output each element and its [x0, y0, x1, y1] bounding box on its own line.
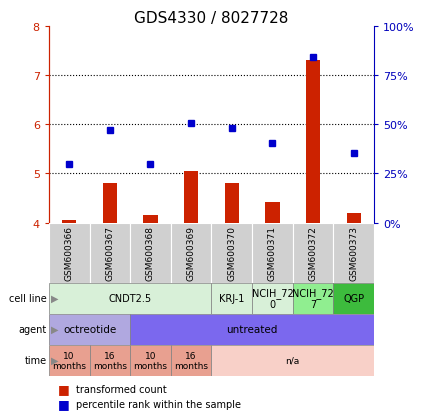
Bar: [90, 345, 130, 376]
Bar: [171, 223, 211, 283]
Bar: [252, 223, 293, 283]
Text: ■: ■: [57, 382, 69, 395]
Text: 16
months: 16 months: [93, 351, 127, 370]
Text: agent: agent: [19, 324, 47, 335]
Bar: [211, 223, 252, 283]
Text: ▶: ▶: [51, 293, 59, 304]
Bar: [211, 283, 252, 314]
Bar: [333, 283, 374, 314]
Bar: [265, 202, 280, 223]
Text: GSM600371: GSM600371: [268, 225, 277, 280]
Text: 10
months: 10 months: [133, 351, 167, 370]
Text: CNDT2.5: CNDT2.5: [109, 293, 152, 304]
Bar: [130, 345, 171, 376]
Text: ▶: ▶: [51, 355, 59, 366]
Text: KRJ-1: KRJ-1: [219, 293, 244, 304]
Text: QGP: QGP: [343, 293, 364, 304]
Text: GSM600370: GSM600370: [227, 225, 236, 280]
Bar: [130, 314, 374, 345]
Text: GSM600366: GSM600366: [65, 225, 74, 280]
Text: n/a: n/a: [286, 356, 300, 365]
Bar: [90, 223, 130, 283]
Text: GSM600373: GSM600373: [349, 225, 358, 280]
Text: GSM600368: GSM600368: [146, 225, 155, 280]
Text: NCIH_72
0: NCIH_72 0: [252, 287, 293, 310]
Bar: [49, 345, 90, 376]
Bar: [130, 223, 171, 283]
Bar: [211, 345, 374, 376]
Bar: [293, 223, 333, 283]
Bar: [171, 345, 211, 376]
Bar: [49, 314, 130, 345]
Text: GSM600369: GSM600369: [187, 225, 196, 280]
Text: cell line: cell line: [9, 293, 47, 304]
Text: NCIH_72
7: NCIH_72 7: [292, 287, 334, 310]
Bar: [143, 216, 158, 223]
Bar: [252, 283, 293, 314]
Text: ■: ■: [57, 397, 69, 410]
Text: ▶: ▶: [51, 324, 59, 335]
Bar: [225, 184, 239, 223]
Title: GDS4330 / 8027728: GDS4330 / 8027728: [134, 11, 289, 26]
Text: 10
months: 10 months: [52, 351, 86, 370]
Bar: [49, 223, 90, 283]
Text: time: time: [25, 355, 47, 366]
Text: GSM600372: GSM600372: [309, 225, 317, 280]
Bar: [293, 283, 333, 314]
Bar: [184, 171, 198, 223]
Bar: [49, 283, 211, 314]
Text: percentile rank within the sample: percentile rank within the sample: [76, 399, 241, 409]
Bar: [62, 221, 76, 223]
Text: octreotide: octreotide: [63, 324, 116, 335]
Text: GSM600367: GSM600367: [105, 225, 114, 280]
Bar: [306, 61, 320, 223]
Text: untreated: untreated: [227, 324, 278, 335]
Text: 16
months: 16 months: [174, 351, 208, 370]
Bar: [346, 213, 361, 223]
Text: transformed count: transformed count: [76, 384, 167, 394]
Bar: [103, 184, 117, 223]
Bar: [333, 223, 374, 283]
